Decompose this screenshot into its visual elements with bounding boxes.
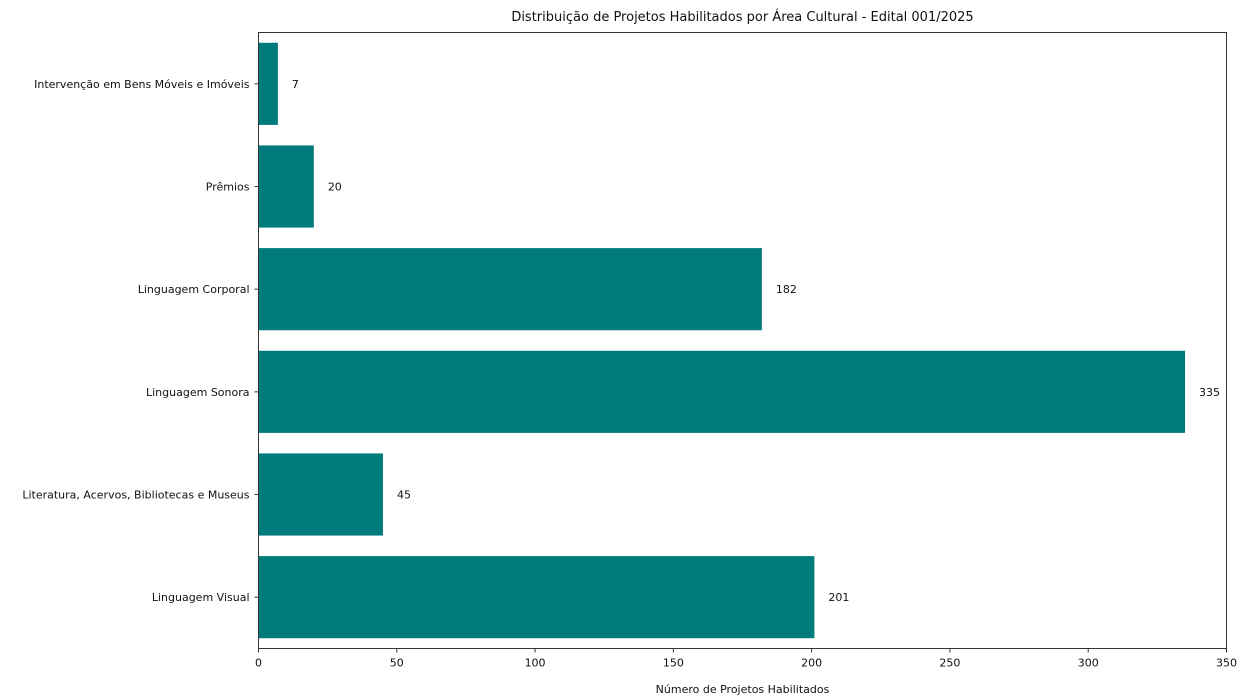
y-tick-label-4: Prêmios (206, 181, 250, 194)
bar-value-label-0: 201 (828, 591, 849, 604)
bar-0 (258, 556, 815, 639)
x-tick-label-2: 100 (525, 657, 546, 670)
bar-value-label-3: 182 (776, 283, 797, 296)
y-tick-label-5: Intervenção em Bens Móveis e Imóveis (34, 78, 250, 91)
y-axis: Linguagem Visual Literatura, Acervos, Bib… (22, 78, 259, 604)
x-tick-label-6: 300 (1078, 657, 1099, 670)
x-tick-label-3: 150 (663, 657, 684, 670)
bar-value-label-1: 45 (397, 489, 411, 502)
bar-5 (258, 42, 278, 125)
bars-layer: 201 45 335 182 20 7 (258, 42, 1220, 639)
bar-1 (258, 453, 383, 536)
bar-value-label-4: 20 (328, 181, 342, 194)
bar-value-label-5: 7 (292, 78, 299, 91)
y-tick-label-2: Linguagem Sonora (146, 386, 250, 399)
bar-4 (258, 145, 314, 228)
x-axis-label: Número de Projetos Habilitados (656, 683, 830, 696)
x-tick-label-5: 250 (939, 657, 960, 670)
y-tick-label-0: Linguagem Visual (152, 591, 250, 604)
y-tick-label-1: Literatura, Acervos, Bibliotecas e Museu… (22, 489, 249, 502)
plot-area-frame (258, 32, 1227, 649)
y-tick-label-3: Linguagem Corporal (138, 283, 250, 296)
x-tick-label-0: 0 (255, 657, 262, 670)
chart-title: Distribuição de Projetos Habilitados por… (511, 9, 973, 25)
x-tick-label-1: 50 (390, 657, 404, 670)
x-tick-label-4: 200 (801, 657, 822, 670)
bar-2 (258, 350, 1186, 433)
x-tick-label-7: 350 (1216, 657, 1237, 670)
x-axis: 0 50 100 150 200 250 300 350 (255, 648, 1237, 670)
bar-3 (258, 248, 762, 331)
bar-value-label-2: 335 (1199, 386, 1220, 399)
